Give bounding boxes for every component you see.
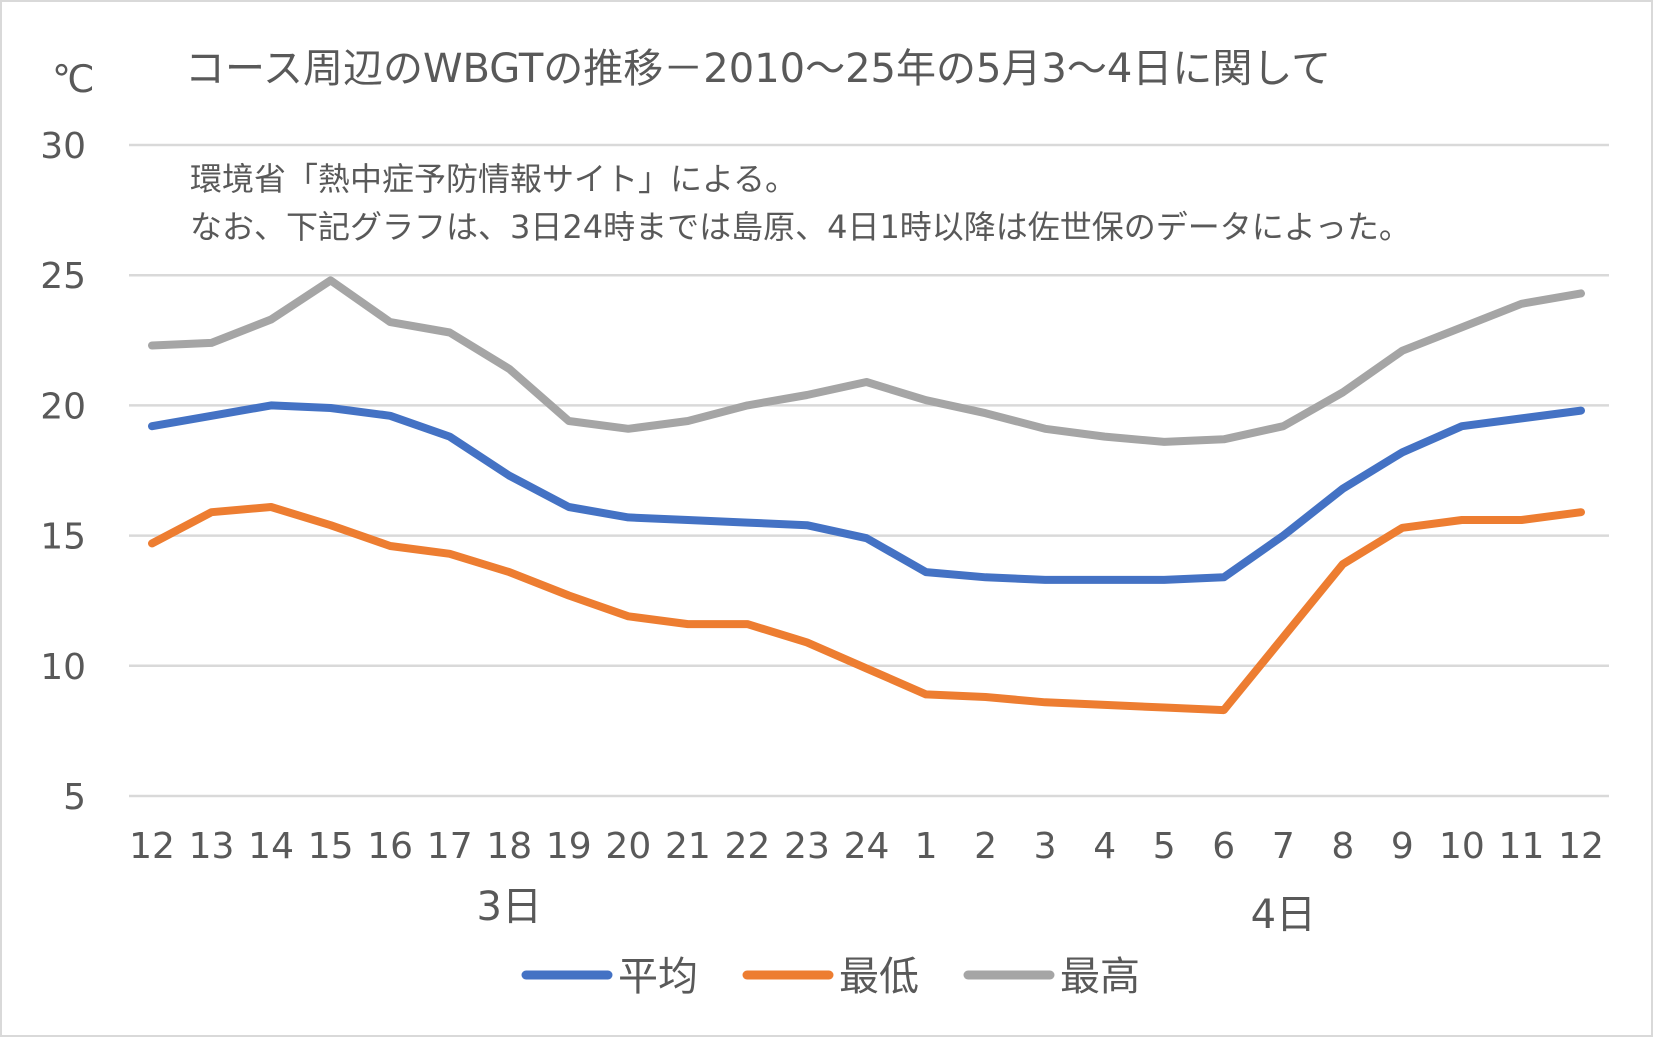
x-tick-label: 19 — [546, 826, 592, 867]
x-tick-label: 10 — [1439, 826, 1485, 867]
series-line-最低 — [148, 503, 1585, 715]
legend-label: 平均 — [618, 954, 698, 1000]
x-tick-label: 14 — [248, 826, 294, 867]
x-tick-label: 11 — [1499, 826, 1545, 867]
x-tick-label: 24 — [844, 826, 890, 867]
annotation-line-2: なお、下記グラフは、3日24時までは島原、4日1時以降は佐世保のデータによった。 — [190, 208, 1411, 246]
x-tick-label: 12 — [129, 826, 175, 867]
x-tick-label: 8 — [1331, 826, 1354, 867]
x-tick-label: 20 — [605, 826, 651, 867]
x-tick-label: 22 — [725, 826, 771, 867]
x-tick-label: 12 — [1558, 826, 1604, 867]
x-tick-label: 6 — [1212, 826, 1235, 867]
series-line-平均 — [148, 401, 1585, 584]
x-tick-label: 4 — [1093, 826, 1116, 867]
x-tick-label: 7 — [1272, 826, 1295, 867]
x-tick-label: 17 — [427, 826, 473, 867]
legend-label: 最高 — [1060, 954, 1140, 1000]
y-tick-label: 25 — [40, 256, 86, 297]
legend-item: 最低 — [742, 954, 919, 1000]
x-tick-label: 9 — [1391, 826, 1414, 867]
x-tick-label: 21 — [665, 826, 711, 867]
y-tick-label: 15 — [40, 517, 86, 558]
y-tick-label: 10 — [40, 647, 86, 688]
y-tick-label: 30 — [40, 126, 86, 167]
y-axis-unit: ℃ — [52, 57, 95, 101]
x-tick-label: 5 — [1153, 826, 1176, 867]
day-group-label: 4日 — [1251, 892, 1316, 938]
x-tick-label: 18 — [486, 826, 532, 867]
legend-item: 平均 — [521, 954, 698, 1000]
x-tick-label: 3 — [1034, 826, 1057, 867]
x-tick-label: 2 — [974, 826, 997, 867]
annotation-line-1: 環境省「熱中症予防情報サイト」による。 — [190, 160, 797, 198]
day-group-label: 3日 — [477, 884, 542, 930]
x-tick-label: 23 — [784, 826, 830, 867]
legend-label: 最低 — [839, 954, 919, 1000]
x-tick-label: 13 — [189, 826, 235, 867]
x-tick-label: 1 — [915, 826, 938, 867]
legend-item: 最高 — [963, 954, 1140, 1000]
series-line-最高 — [148, 276, 1585, 446]
chart-title: コース周辺のWBGTの推移－2010～25年の5月3～4日に関して — [185, 46, 1331, 92]
y-tick-label: 5 — [63, 777, 86, 818]
y-tick-label: 20 — [40, 386, 86, 427]
x-tick-label: 16 — [367, 826, 413, 867]
x-tick-label: 15 — [308, 826, 354, 867]
